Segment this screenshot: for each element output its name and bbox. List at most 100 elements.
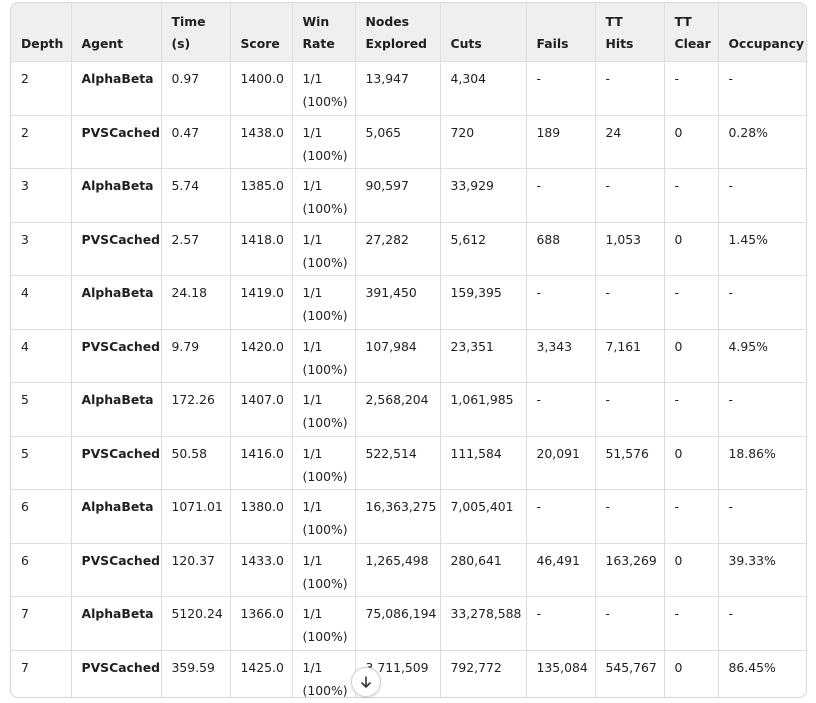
cell-cuts: 33,278,588 bbox=[440, 596, 527, 651]
cell-win-rate: 1/1 (100%) bbox=[292, 650, 356, 698]
cell-depth: 6 bbox=[11, 489, 72, 544]
cell-tt-clear: - bbox=[664, 596, 719, 651]
cell-agent: PVSCached bbox=[71, 543, 162, 597]
cell-depth: 7 bbox=[11, 650, 72, 697]
cell-tt-clear: 0 bbox=[664, 115, 719, 169]
cell-tt-clear: - bbox=[664, 382, 719, 437]
cell-agent: AlphaBeta bbox=[71, 275, 162, 330]
cell-nodes: 90,597 bbox=[355, 168, 441, 223]
cell-time: 5120.24 bbox=[161, 596, 231, 651]
cell-cuts: 4,304 bbox=[440, 61, 527, 116]
results-table-container: Depth Agent Time (s) Score Win Rate Nodes Explor… bbox=[10, 2, 807, 698]
cell-occupancy: - bbox=[718, 168, 806, 223]
column-header-depth: Depth bbox=[11, 3, 72, 62]
cell-score: 1385.0 bbox=[230, 168, 293, 223]
table-row: 4 PVSCached 9.79 1420.0 1/1 (100%) 107,984 23,3… bbox=[11, 329, 806, 383]
column-header-time: Time (s) bbox=[161, 3, 231, 62]
cell-cuts: 280,641 bbox=[440, 543, 527, 597]
cell-agent: AlphaBeta bbox=[71, 61, 162, 116]
column-header-label: Depth bbox=[21, 36, 64, 51]
win-rate-line: (100%) bbox=[302, 629, 348, 644]
cell-agent: AlphaBeta bbox=[71, 382, 162, 437]
column-header-label: TT bbox=[674, 14, 692, 29]
cell-nodes: 75,086,194 bbox=[355, 596, 441, 651]
cell-agent: AlphaBeta bbox=[71, 489, 162, 544]
cell-time: 2.57 bbox=[161, 222, 231, 276]
cell-nodes: 391,450 bbox=[355, 275, 441, 330]
column-header-label: Score bbox=[240, 36, 280, 51]
cell-score: 1433.0 bbox=[230, 543, 293, 597]
cell-cuts: 159,395 bbox=[440, 275, 527, 330]
cell-time: 0.97 bbox=[161, 61, 231, 116]
column-header-label: Cuts bbox=[450, 36, 482, 51]
column-header-label: Win bbox=[302, 14, 330, 29]
cell-occupancy: 4.95% bbox=[718, 329, 806, 383]
cell-win-rate: 1/1 (100%) bbox=[292, 596, 356, 651]
column-header-nodes-explored: Nodes Explored bbox=[355, 3, 441, 62]
cell-occupancy: - bbox=[718, 382, 806, 437]
cell-nodes: 522,514 bbox=[355, 436, 441, 490]
win-rate-line: (100%) bbox=[302, 361, 348, 377]
win-rate-line: 1/1 bbox=[302, 499, 323, 514]
win-rate-line: 1/1 bbox=[302, 338, 323, 354]
table-row: 2 PVSCached 0.47 1438.0 1/1 (100%) 5,065 720 189… bbox=[11, 115, 806, 169]
column-header-agent: Agent bbox=[71, 3, 162, 62]
cell-fails: - bbox=[526, 382, 596, 437]
cell-depth: 4 bbox=[11, 329, 72, 383]
win-rate-line: (100%) bbox=[302, 522, 348, 537]
win-rate-line: (100%) bbox=[302, 682, 348, 698]
cell-tt-clear: 0 bbox=[664, 329, 719, 383]
column-header-fails: Fails bbox=[526, 3, 596, 62]
cell-agent: PVSCached bbox=[71, 650, 162, 697]
cell-tt-hits: - bbox=[595, 489, 665, 544]
win-rate-line: (100%) bbox=[302, 575, 348, 591]
cell-win-rate: 1/1 (100%) bbox=[292, 61, 356, 116]
header-row: Depth Agent Time (s) Score Win Rate Nodes Explor… bbox=[11, 3, 806, 62]
cell-nodes: 16,363,275 bbox=[355, 489, 441, 544]
scroll-to-bottom-button[interactable] bbox=[351, 667, 381, 697]
cell-depth: 4 bbox=[11, 275, 72, 330]
cell-cuts: 792,772 bbox=[440, 650, 527, 697]
column-header-label: Occupancy bbox=[728, 36, 805, 51]
cell-tt-hits: 545,767 bbox=[595, 650, 665, 697]
win-rate-line: 1/1 bbox=[302, 231, 323, 247]
cell-time: 50.58 bbox=[161, 436, 231, 490]
cell-tt-hits: 24 bbox=[595, 115, 665, 169]
column-header-win-rate: Win Rate bbox=[292, 3, 356, 62]
win-rate-line: (100%) bbox=[302, 308, 348, 323]
column-header-label: Explored bbox=[365, 36, 427, 51]
cell-tt-clear: - bbox=[664, 61, 719, 116]
cell-score: 1418.0 bbox=[230, 222, 293, 276]
column-header-score: Score bbox=[230, 3, 293, 62]
cell-score: 1407.0 bbox=[230, 382, 293, 437]
cell-occupancy: - bbox=[718, 61, 806, 116]
cell-depth: 5 bbox=[11, 436, 72, 490]
cell-score: 1419.0 bbox=[230, 275, 293, 330]
column-header-tt-clear: TT Clear bbox=[664, 3, 719, 62]
cell-fails: 688 bbox=[526, 222, 596, 276]
cell-tt-clear: - bbox=[664, 489, 719, 544]
table-row: 7 AlphaBeta 5120.24 1366.0 1/1 (100%) 75,086,1… bbox=[11, 596, 806, 651]
cell-nodes: 1,265,498 bbox=[355, 543, 441, 597]
win-rate-line: (100%) bbox=[302, 147, 348, 163]
table-row: 5 PVSCached 50.58 1416.0 1/1 (100%) 522,514 111… bbox=[11, 436, 806, 490]
cell-agent: PVSCached bbox=[71, 222, 162, 276]
column-header-label: Rate bbox=[302, 36, 335, 51]
cell-occupancy: 86.45% bbox=[728, 659, 776, 675]
cell-score: 1416.0 bbox=[230, 436, 293, 490]
win-rate-line: 1/1 bbox=[302, 124, 323, 140]
cell-tt-clear: - bbox=[664, 275, 719, 330]
cell-tt-hits: - bbox=[595, 275, 665, 330]
cell-score: 1420.0 bbox=[230, 329, 293, 383]
cell-time: 0.47 bbox=[161, 115, 231, 169]
table-row: 5 AlphaBeta 172.26 1407.0 1/1 (100%) 2,568,204… bbox=[11, 382, 806, 437]
cell-occupancy: 39.33% bbox=[718, 543, 806, 597]
column-header-label: Clear bbox=[674, 36, 711, 51]
cell-cuts: 23,351 bbox=[440, 329, 527, 383]
cell-win-rate: 1/1 (100%) bbox=[292, 543, 356, 597]
cell-occupancy: 18.86% bbox=[718, 436, 806, 490]
cell-tt-clear: 0 bbox=[664, 543, 719, 597]
column-header-label: Nodes bbox=[365, 14, 410, 29]
win-rate-line: 1/1 bbox=[302, 606, 323, 621]
cell-score: 1400.0 bbox=[230, 61, 293, 116]
